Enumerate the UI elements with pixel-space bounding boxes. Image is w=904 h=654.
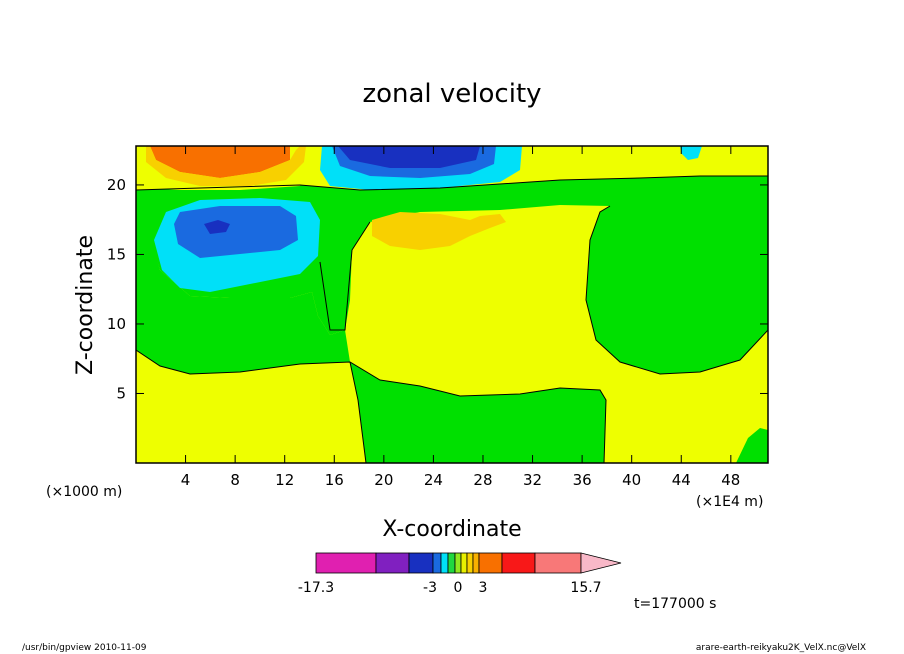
field-navy-top [338, 146, 480, 168]
contour-lines [136, 175, 768, 463]
x-tick-label: 40 [622, 471, 641, 489]
footer-right: arare-earth-reikyaku2K_VelX.nc@VelX [696, 643, 866, 653]
colorbar-segment [460, 552, 468, 574]
footer-left: /usr/bin/gpview 2010-11-09 [22, 643, 147, 653]
field-orange-top [150, 146, 290, 178]
time-label: t=177000 s [634, 596, 716, 612]
plot-frame [135, 145, 769, 464]
colorbar-segment [501, 552, 536, 574]
y-tick-label: 5 [116, 384, 126, 402]
colorbar-segment [466, 552, 474, 574]
y-tick-label: 20 [107, 176, 126, 194]
colorbar-segment [440, 552, 449, 574]
field-blue-left [174, 206, 298, 258]
x-tick-label: 44 [672, 471, 691, 489]
x-tick-label: 8 [230, 471, 240, 489]
x-tick-label: 24 [424, 471, 443, 489]
x-unit-left: (×1000 m) [46, 484, 122, 500]
x-tick-label: 48 [721, 471, 740, 489]
colorbar-segment [447, 552, 456, 574]
field-orange-light [146, 146, 306, 186]
colorbar-segment [432, 552, 442, 574]
x-tick-label: 32 [523, 471, 542, 489]
chart-title: zonal velocity [362, 79, 541, 109]
colorbar-segment [375, 552, 410, 574]
x-tick-label: 12 [275, 471, 294, 489]
y-tick-label: 10 [107, 315, 126, 333]
colorbar-label: -17.3 [298, 580, 334, 596]
x-tick-label: 4 [181, 471, 191, 489]
colorbar-label: -3 [423, 580, 437, 596]
field-green-left [136, 190, 350, 374]
colorbar-segment [472, 552, 480, 574]
y-tick-label: 15 [107, 245, 126, 263]
x-tick-label: 16 [325, 471, 344, 489]
x-tick-label: 36 [573, 471, 592, 489]
field-green-corner [736, 428, 768, 463]
field-cyan-small [680, 146, 702, 160]
colorbar-labels: -17.3 -3 0 3 15.7 [298, 580, 602, 596]
field-green-lower [350, 362, 606, 463]
x-unit-right: (×1E4 m) [696, 494, 763, 510]
x-axis-label: X-coordinate [382, 517, 521, 542]
x-tick-label: 28 [473, 471, 492, 489]
colorbar-label: 0 [454, 580, 463, 596]
y-ticks: 5 10 15 20 [107, 176, 768, 402]
colorbar-label: 3 [479, 580, 488, 596]
y-axis-label: Z-coordinate [73, 235, 98, 375]
colorbar-segment [478, 552, 503, 574]
colorbar-segment [454, 552, 462, 574]
x-tick-label: 20 [374, 471, 393, 489]
colorbar [315, 552, 622, 574]
field-navy-left [204, 220, 230, 234]
colorbar-segment [534, 552, 582, 574]
colorbar-segment [408, 552, 434, 574]
field-gold-middle [372, 212, 506, 250]
colorbar-label: 15.7 [570, 580, 601, 596]
colorbar-arrow [580, 552, 622, 574]
colorbar-segment [315, 552, 377, 574]
x-ticks: 4 8 12 16 20 24 28 32 36 40 44 48 [181, 146, 740, 489]
